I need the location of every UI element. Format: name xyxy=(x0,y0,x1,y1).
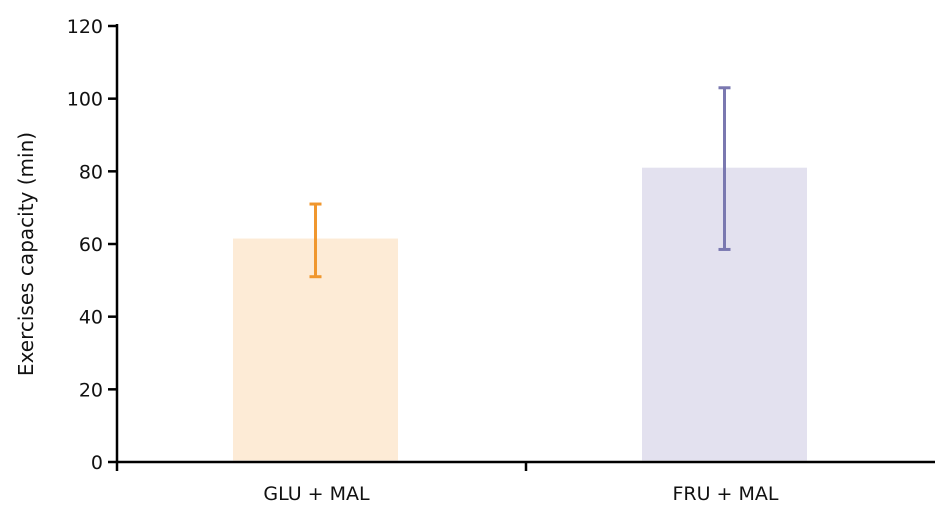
axes xyxy=(108,24,935,471)
labels: 0 20 40 60 80 100 120 GLU + MAL FRU + MAL Exercis… xyxy=(14,16,779,505)
y-tick-label: 60 xyxy=(79,234,103,256)
y-axis-title: Exercises capacity (min) xyxy=(14,132,38,376)
y-tick-label: 0 xyxy=(91,452,103,474)
x-category-label: FRU + MAL xyxy=(672,483,778,505)
bars xyxy=(233,167,807,461)
y-tick-label: 80 xyxy=(79,161,103,183)
y-tick-label: 20 xyxy=(79,379,103,401)
x-category-label: GLU + MAL xyxy=(263,483,370,505)
y-tick-label: 40 xyxy=(79,307,103,329)
error-bars xyxy=(309,86,731,279)
y-tick-label: 100 xyxy=(67,89,103,111)
y-tick-label: 120 xyxy=(67,16,103,38)
